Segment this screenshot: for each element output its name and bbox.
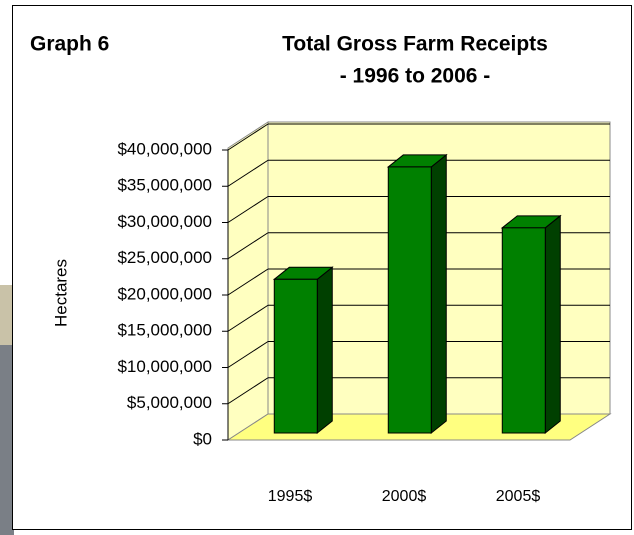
grid-line bbox=[227, 232, 269, 260]
bar bbox=[387, 166, 432, 434]
y-tick-label: $30,000,000 bbox=[117, 212, 212, 231]
y-tick-label: $5,000,000 bbox=[127, 393, 212, 412]
side-wall bbox=[227, 121, 269, 441]
bar bbox=[501, 227, 546, 434]
y-tick-label: $35,000,000 bbox=[117, 176, 212, 195]
grid-line bbox=[227, 196, 269, 223]
y-tick-label: $25,000,000 bbox=[117, 248, 212, 267]
y-tick-label: $20,000,000 bbox=[117, 284, 212, 303]
grid-line bbox=[227, 268, 269, 296]
graph-label: Graph 6 bbox=[30, 33, 109, 56]
bar-side bbox=[316, 266, 333, 435]
grid-line bbox=[227, 159, 269, 187]
grid-line bbox=[227, 304, 269, 332]
chart-title: Total Gross Farm Receipts bbox=[282, 33, 548, 56]
background-photo bbox=[0, 285, 14, 535]
y-tick-label: $40,000,000 bbox=[117, 139, 212, 158]
grid-line bbox=[227, 123, 269, 151]
grid-line bbox=[227, 341, 269, 368]
y-axis-label: Hectares bbox=[51, 259, 70, 327]
x-tick-label: 2005$ bbox=[496, 488, 541, 505]
bar-side bbox=[430, 153, 447, 435]
y-tick-label: $10,000,000 bbox=[117, 357, 212, 376]
background-photo bbox=[0, 285, 14, 345]
y-tick-label: $15,000,000 bbox=[117, 321, 212, 340]
y-tick-label: $0 bbox=[193, 429, 212, 448]
chart-subtitle: - 1996 to 2006 - bbox=[340, 65, 491, 88]
x-tick-label: 2000$ bbox=[382, 488, 427, 505]
bar bbox=[273, 278, 318, 434]
grid-line bbox=[227, 377, 269, 405]
bar-side bbox=[544, 214, 561, 435]
x-tick-label: 1995$ bbox=[268, 488, 313, 505]
